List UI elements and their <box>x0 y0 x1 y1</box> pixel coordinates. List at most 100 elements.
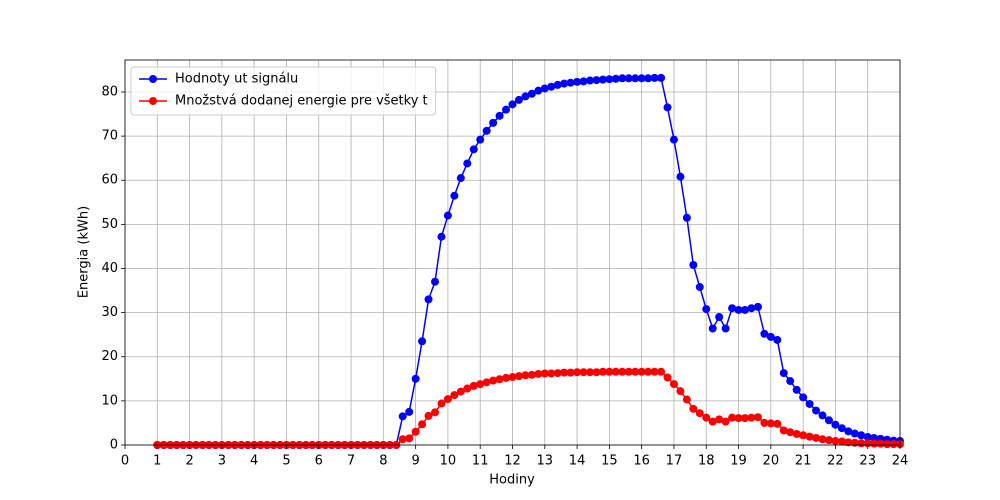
point <box>818 435 827 444</box>
point <box>437 399 446 408</box>
point <box>611 367 620 376</box>
point <box>514 372 523 381</box>
point <box>560 79 569 88</box>
grid <box>124 60 901 446</box>
point <box>702 305 711 314</box>
point <box>760 418 769 427</box>
point <box>463 384 472 393</box>
point <box>889 440 898 449</box>
point <box>786 377 795 386</box>
point <box>676 172 685 181</box>
point <box>695 283 704 292</box>
point <box>521 371 530 380</box>
x-tick-label: 20 <box>763 454 780 469</box>
point <box>812 406 821 415</box>
point <box>566 368 575 377</box>
point <box>792 385 801 394</box>
axes: 0 1 2 3 4 5 6 7 8 9 10 11 12 13 14 15 16 17 18 19 20 21 22 23 24… <box>101 84 908 468</box>
legend-label: Hodnoty ut signálu <box>175 72 298 87</box>
legend-label: Množstvá dodanej energie pre všetky t <box>175 94 428 109</box>
y-tick-label: 70 <box>101 129 118 144</box>
point <box>747 413 756 422</box>
x-tick-label: 12 <box>504 454 521 469</box>
point <box>799 431 808 440</box>
point <box>824 436 833 445</box>
point <box>431 408 439 417</box>
point <box>418 420 427 429</box>
point <box>450 391 459 400</box>
point <box>689 260 698 269</box>
point <box>669 380 678 389</box>
point <box>618 367 627 376</box>
point <box>695 409 704 418</box>
point <box>844 438 853 447</box>
point <box>450 191 459 200</box>
point <box>779 426 788 435</box>
point <box>489 376 498 385</box>
x-tick-label: 23 <box>859 454 876 469</box>
point <box>547 82 556 91</box>
point <box>831 420 840 429</box>
point <box>579 368 588 377</box>
point <box>637 367 646 376</box>
point <box>573 368 582 377</box>
point <box>463 159 472 168</box>
point <box>715 415 724 424</box>
point <box>618 74 627 83</box>
point <box>682 213 691 222</box>
x-tick-label: 8 <box>379 454 387 469</box>
point <box>431 277 439 286</box>
point <box>644 367 653 376</box>
point <box>753 302 762 311</box>
point <box>876 439 885 448</box>
point <box>773 419 782 428</box>
x-tick-label: 6 <box>315 454 323 469</box>
point <box>669 135 678 144</box>
x-tick-label: 7 <box>347 454 355 469</box>
point <box>786 428 795 437</box>
point <box>844 427 853 436</box>
x-tick-label: 2 <box>185 454 193 469</box>
point <box>443 395 452 404</box>
plot-area <box>153 73 904 449</box>
point <box>514 95 523 104</box>
point <box>837 437 846 446</box>
point <box>721 417 730 426</box>
point <box>624 74 633 83</box>
point <box>721 324 730 333</box>
point <box>534 86 543 95</box>
point <box>792 429 801 438</box>
x-tick-label: 10 <box>440 454 457 469</box>
point <box>650 367 659 376</box>
point <box>424 295 433 304</box>
point <box>586 76 594 85</box>
point <box>837 424 846 433</box>
point <box>637 74 646 83</box>
point <box>611 74 620 83</box>
y-tick-label: 30 <box>101 305 118 320</box>
point <box>883 440 892 449</box>
point <box>708 417 717 426</box>
point <box>502 373 511 382</box>
point <box>456 387 465 396</box>
point <box>734 414 743 423</box>
point <box>605 75 614 84</box>
point <box>657 73 666 82</box>
x-tick-label: 13 <box>537 454 554 469</box>
legend-marker <box>149 97 157 105</box>
point <box>598 367 607 376</box>
y-tick-label: 0 <box>110 438 118 453</box>
point <box>424 411 433 420</box>
point <box>553 369 562 378</box>
point <box>799 393 808 402</box>
y-tick-label: 80 <box>101 84 118 99</box>
point <box>728 304 737 313</box>
y-tick-label: 40 <box>101 261 118 276</box>
x-tick-label: 5 <box>282 454 290 469</box>
point <box>657 367 666 376</box>
point <box>527 370 536 379</box>
point <box>592 368 601 377</box>
point <box>728 413 737 422</box>
point <box>818 411 827 420</box>
